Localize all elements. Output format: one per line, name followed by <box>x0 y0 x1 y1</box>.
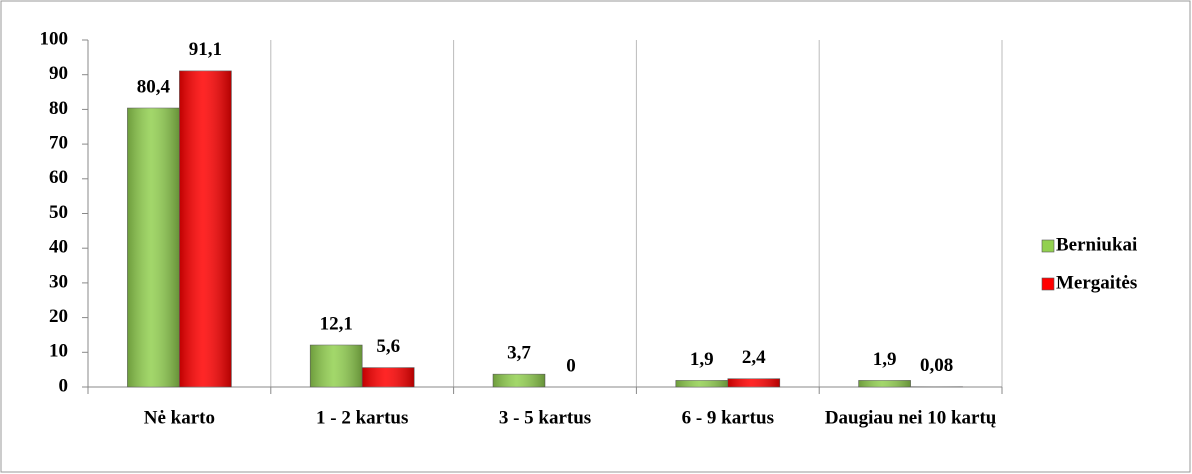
y-tick-label: 60 <box>49 167 68 188</box>
y-tick-label: 50 <box>49 202 68 223</box>
data-label: 2,4 <box>742 347 766 368</box>
data-label: 80,4 <box>137 76 171 97</box>
data-label: 3,7 <box>507 343 531 364</box>
bar <box>361 367 415 388</box>
data-label: 1,9 <box>690 349 714 370</box>
data-label: 12,1 <box>320 313 353 334</box>
data-label: 91,1 <box>189 39 222 60</box>
y-tick-label: 0 <box>59 375 69 396</box>
y-tick-label: 40 <box>49 237 68 258</box>
y-tick-label: 100 <box>40 28 69 49</box>
bar <box>858 380 911 388</box>
bar <box>492 373 546 388</box>
legend-swatch <box>1041 277 1055 291</box>
legend-label: Mergaitės <box>1056 272 1137 293</box>
x-tick-label: Daugiau nei 10 kartų <box>825 407 997 428</box>
bar <box>675 380 729 388</box>
x-tick-label: 3 - 5 kartus <box>499 407 591 428</box>
y-tick-label: 70 <box>49 132 68 153</box>
y-tick-label: 80 <box>49 98 68 119</box>
data-label: 5,6 <box>376 336 400 357</box>
bar <box>127 107 180 388</box>
legend-swatch <box>1041 239 1055 253</box>
bar <box>179 70 232 388</box>
x-tick-label: Nė karto <box>144 407 215 428</box>
bar <box>727 378 781 388</box>
data-label: 1,9 <box>873 349 897 370</box>
y-tick-label: 10 <box>49 341 68 362</box>
x-tick-label: 1 - 2 kartus <box>316 407 408 428</box>
data-label: 0,08 <box>920 355 953 376</box>
data-label: 0 <box>566 355 576 376</box>
y-tick-label: 30 <box>49 271 68 292</box>
bar <box>309 344 363 388</box>
y-tick-label: 90 <box>49 63 68 84</box>
legend-label: Berniukai <box>1056 234 1137 255</box>
y-tick-label: 20 <box>49 306 68 327</box>
x-tick-label: 6 - 9 kartus <box>682 407 774 428</box>
